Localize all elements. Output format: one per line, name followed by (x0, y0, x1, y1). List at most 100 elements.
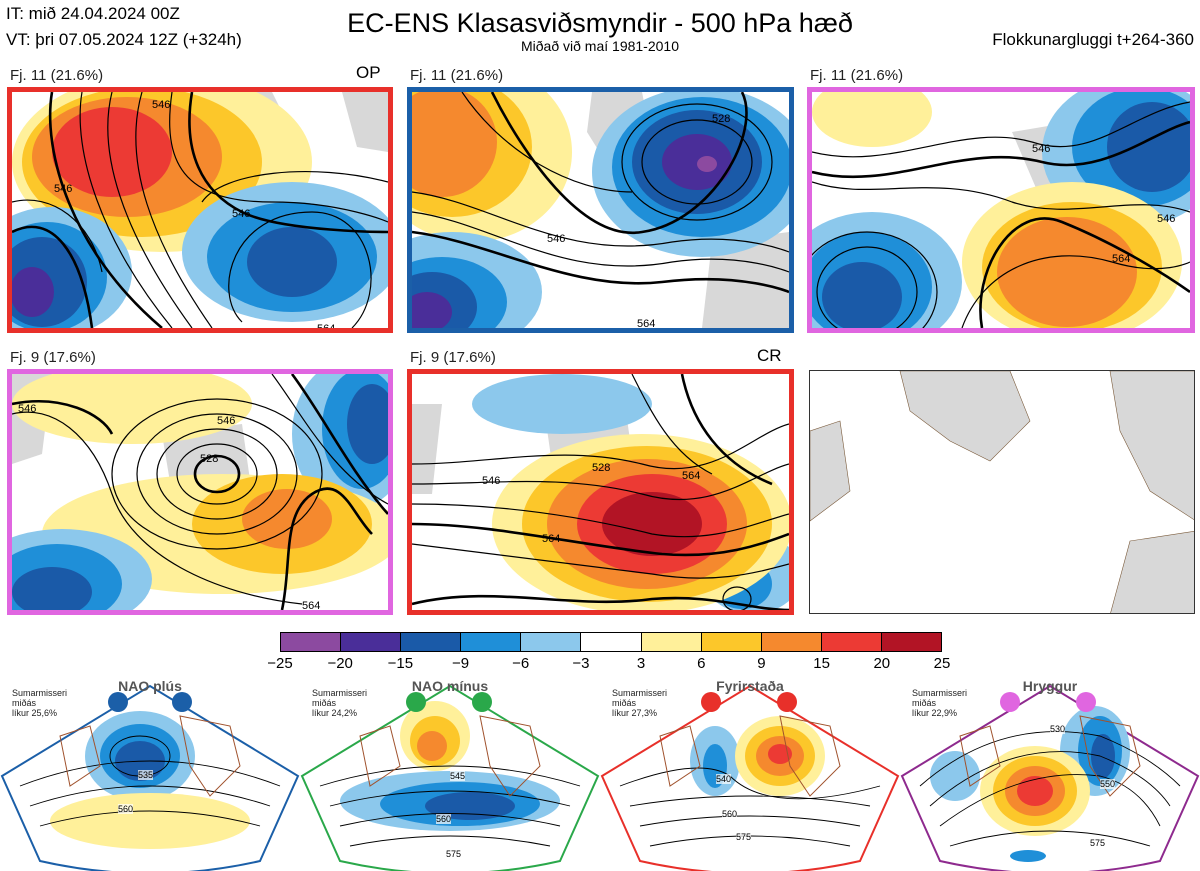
regime-nao-plus: NAO plús Sumarmisseri miðás líkur 25,6% … (0, 676, 300, 871)
anomaly-area (697, 156, 717, 172)
colorbar-tick-label: 25 (933, 655, 951, 672)
panel-1-tag: OP (356, 63, 381, 82)
anomaly-area (12, 567, 92, 610)
height-contours (412, 374, 789, 610)
colorbar-segment (461, 633, 522, 651)
regime-marker-icon (108, 692, 128, 712)
land-mass (702, 232, 789, 328)
anomaly-area (412, 292, 452, 328)
cluster-map-3[interactable]: 546 564 546 (807, 87, 1195, 333)
regime-title: NAO mínus (411, 678, 489, 694)
land-mass (899, 371, 1031, 462)
contour-label: 546 (482, 475, 500, 487)
colorbar-tick-label: −25 (267, 655, 293, 672)
panel-4-label: Fj. 9 (17.6%) (10, 349, 96, 366)
colorbar-segment (881, 633, 942, 651)
colorbar-segment (701, 633, 762, 651)
main-contours (812, 120, 1190, 328)
land-mass (1109, 371, 1194, 521)
contour-label: 560 (722, 809, 738, 819)
cluster-map-5[interactable]: 528 546 564 564 (407, 369, 794, 615)
colorbar-tick-label: −20 (327, 655, 353, 672)
contour-label: 528 (712, 113, 730, 125)
colorbar-tick-label: 6 (697, 655, 706, 672)
main-contours (412, 374, 789, 610)
regime-nao-minus: NAO mínus Sumarmisseri miðás líkur 24,2%… (300, 676, 600, 871)
contour-label: 546 (1032, 143, 1050, 155)
contour-label: 575 (446, 849, 462, 859)
height-contours (412, 92, 789, 273)
contour-label: 560 (436, 814, 452, 824)
anomaly-area (997, 217, 1137, 327)
anomaly-area (12, 374, 252, 444)
anomaly-area (12, 267, 54, 317)
height-contours (812, 101, 1190, 328)
regime-note: Sumarmisseri miðás líkur 27,3% (612, 688, 668, 718)
contour-label: 535 (138, 770, 154, 780)
colorbar-segment (761, 633, 822, 651)
regime-marker-icon (1000, 692, 1020, 712)
init-time: IT: mið 24.04.2024 00Z (6, 4, 180, 23)
regime-note: Sumarmisseri miðás líkur 24,2% (312, 688, 368, 718)
colorbar-tick-label: 20 (873, 655, 891, 672)
contour-label: 564 (302, 600, 320, 610)
colorbar-ticks: −25 −20 −15 −9 −6 −3 3 6 9 15 20 25 (267, 655, 950, 675)
main-contours (412, 92, 789, 294)
colorbar-segment (401, 633, 462, 651)
panel-5-label: Fj. 9 (17.6%) (410, 349, 496, 366)
contour-label: 560 (118, 804, 134, 814)
regime-ridge: Hryggur Sumarmisseri miðás líkur 22,9% 5… (900, 676, 1200, 871)
colorbar-segment (641, 633, 702, 651)
anomaly-area (812, 92, 932, 147)
colorbar-tick-label: −9 (451, 655, 470, 672)
land-mass (1110, 530, 1194, 613)
anomaly-area (347, 384, 388, 464)
height-contours (12, 92, 388, 328)
main-contours (12, 92, 388, 328)
regime-blocking: Fyrirstaða Sumarmisseri miðás líkur 27,3… (600, 676, 900, 871)
regime-map (300, 684, 600, 871)
regime-note: Sumarmisseri miðás líkur 25,6% (12, 688, 68, 718)
regime-map (900, 684, 1200, 871)
contour-label: 528 (592, 462, 610, 474)
anomaly-area (242, 489, 332, 549)
contour-label: 546 (1157, 213, 1175, 225)
contour-label: 546 (547, 233, 565, 245)
anomaly-area (52, 107, 172, 197)
height-contours (12, 374, 388, 605)
main-contours (12, 374, 388, 610)
contour-label: 540 (716, 774, 732, 784)
anomaly-area (662, 134, 732, 190)
colorbar-tick-label: −3 (572, 655, 590, 672)
colorbar-segment (341, 633, 402, 651)
colorbar-tick-label: 15 (813, 655, 830, 672)
contour-label: 546 (217, 415, 235, 427)
regime-note: Sumarmisseri miðás líkur 22,9% (912, 688, 968, 718)
cluster-map-1[interactable]: 546 546 546 564 (7, 87, 393, 333)
contour-label: 564 (637, 318, 655, 328)
land-mass (412, 404, 442, 494)
cluster-window: Flokkunargluggi t+264-360 (992, 30, 1194, 49)
page-title: EC-ENS Klasasviðsmyndir - 500 hPa hæð (347, 8, 853, 38)
anomaly-area (822, 262, 902, 328)
panel-1-label: Fj. 11 (21.6%) (10, 67, 104, 84)
reference-map (809, 370, 1195, 614)
colorbar-tick-label: 3 (636, 655, 646, 672)
contour-label: 546 (54, 183, 72, 195)
colorbar-segment (821, 633, 882, 651)
contour-label: 564 (317, 323, 335, 328)
cluster-map-2[interactable]: 528 546 564 (407, 87, 794, 333)
cluster-map-4-canvas: 528 546 546 564 (12, 374, 388, 610)
colorbar-segment (581, 633, 642, 651)
page-subtitle: Miðað við maí 1981-2010 (521, 38, 679, 54)
colorbar-tick-label: 9 (757, 655, 766, 672)
cluster-map-4[interactable]: 528 546 546 564 (7, 369, 393, 615)
regime-title: NAO plús (118, 678, 182, 694)
valid-time: VT: þri 07.05.2024 12Z (+324h) (6, 30, 242, 49)
colorbar-segment (521, 633, 582, 651)
land-mass (810, 420, 851, 522)
reference-map-canvas (810, 371, 1194, 613)
contour-label: 545 (450, 771, 466, 781)
contour-label: 530 (1050, 724, 1066, 734)
contour-label: 564 (682, 470, 700, 482)
